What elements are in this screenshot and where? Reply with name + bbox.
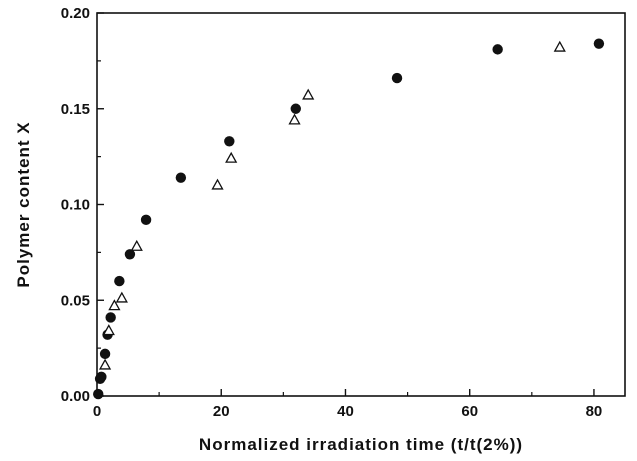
y-tick-label: 0.00 bbox=[61, 388, 90, 405]
filled-circle-point bbox=[93, 388, 104, 400]
open-triangle-point bbox=[130, 239, 143, 251]
open-triangle-point bbox=[211, 178, 224, 190]
y-tick-label: 0.20 bbox=[61, 5, 90, 22]
filled-circle-point bbox=[105, 312, 116, 323]
filled-circle-point bbox=[114, 275, 125, 287]
filled-circle-point bbox=[391, 72, 403, 84]
open-triangle-point bbox=[288, 113, 301, 125]
open-triangle-point bbox=[115, 291, 128, 303]
filled-circle-point bbox=[290, 103, 301, 114]
open-triangle-point bbox=[225, 151, 238, 163]
x-tick-label: 20 bbox=[213, 403, 230, 420]
filled-circle-point bbox=[140, 214, 152, 226]
filled-circle-point bbox=[124, 249, 136, 260]
filled-circle-point bbox=[492, 44, 503, 55]
y-axis-title: Polymer content X bbox=[14, 121, 33, 287]
plot-area bbox=[96, 12, 626, 397]
x-axis-title: Normalized irradiation time (t/t(2%)) bbox=[199, 435, 523, 454]
x-tick-label: 60 bbox=[461, 403, 478, 420]
y-tick-label: 0.15 bbox=[61, 101, 90, 118]
open-triangle-point bbox=[102, 324, 115, 336]
y-tick-label: 0.10 bbox=[61, 197, 90, 214]
x-tick-label: 40 bbox=[337, 403, 354, 420]
data-points bbox=[93, 38, 605, 400]
axis-ticks: 0 20 40 60 80 0.00 0.05 0.10 0.15 0.20 bbox=[61, 5, 602, 420]
open-triangle-point bbox=[108, 299, 121, 311]
x-tick-label: 80 bbox=[586, 403, 603, 420]
open-triangle-point bbox=[302, 88, 315, 100]
filled-circle-point bbox=[593, 38, 605, 49]
filled-circle-point bbox=[224, 136, 235, 147]
filled-circle-point bbox=[175, 172, 187, 183]
filled-circle-point bbox=[99, 348, 111, 360]
open-triangle-point bbox=[98, 358, 112, 370]
x-tick-label: 0 bbox=[93, 403, 101, 420]
filled-circle-point bbox=[96, 371, 107, 383]
plot-frame bbox=[96, 12, 626, 397]
open-triangle-point bbox=[553, 40, 566, 52]
y-tick-label: 0.05 bbox=[61, 292, 90, 309]
